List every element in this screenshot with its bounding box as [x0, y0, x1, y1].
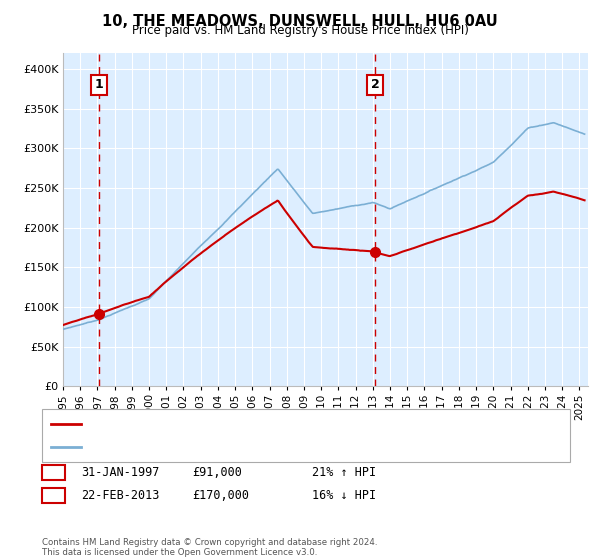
- Text: 21% ↑ HPI: 21% ↑ HPI: [312, 466, 376, 479]
- Text: 22-FEB-2013: 22-FEB-2013: [81, 489, 160, 502]
- Text: 2: 2: [49, 489, 58, 502]
- Text: 31-JAN-1997: 31-JAN-1997: [81, 466, 160, 479]
- Text: 1: 1: [94, 78, 103, 91]
- Text: 1: 1: [49, 466, 58, 479]
- Text: 2: 2: [371, 78, 379, 91]
- Text: £91,000: £91,000: [192, 466, 242, 479]
- Text: 10, THE MEADOWS, DUNSWELL, HULL, HU6 0AU: 10, THE MEADOWS, DUNSWELL, HULL, HU6 0AU: [102, 14, 498, 29]
- Text: 10, THE MEADOWS, DUNSWELL, HULL, HU6 0AU (detached house): 10, THE MEADOWS, DUNSWELL, HULL, HU6 0AU…: [87, 419, 419, 429]
- Text: HPI: Average price, detached house, East Riding of Yorkshire: HPI: Average price, detached house, East…: [87, 442, 389, 452]
- Text: £170,000: £170,000: [192, 489, 249, 502]
- Text: Price paid vs. HM Land Registry's House Price Index (HPI): Price paid vs. HM Land Registry's House …: [131, 24, 469, 37]
- Text: Contains HM Land Registry data © Crown copyright and database right 2024.
This d: Contains HM Land Registry data © Crown c…: [42, 538, 377, 557]
- Text: 16% ↓ HPI: 16% ↓ HPI: [312, 489, 376, 502]
